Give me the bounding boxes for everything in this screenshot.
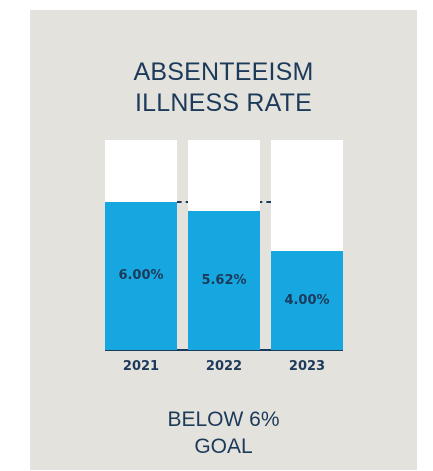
x-axis-baseline bbox=[105, 349, 343, 351]
chart-title-line-1: ABSENTEEISM bbox=[133, 58, 314, 86]
x-tick-label-2022: 2022 bbox=[205, 359, 243, 374]
x-tick-label-2021: 2021 bbox=[122, 359, 160, 374]
data-label-2021: 6.00% bbox=[118, 267, 164, 283]
goal-note-line-1: BELOW 6% bbox=[167, 408, 280, 431]
chart-title-line-2: ILLNESS RATE bbox=[135, 89, 312, 117]
goal-note-line-2: GOAL bbox=[194, 435, 253, 458]
bar-2021 bbox=[105, 201, 177, 350]
bar-2022 bbox=[188, 211, 260, 350]
bar-2023 bbox=[271, 251, 343, 350]
chart-card: ABSENTEEISM ILLNESS RATE BELOW 6% GOAL 6… bbox=[30, 10, 417, 470]
data-label-2022: 5.62% bbox=[201, 272, 247, 288]
x-tick-label-2023: 2023 bbox=[288, 359, 326, 374]
data-label-2023: 4.00% bbox=[284, 292, 330, 308]
